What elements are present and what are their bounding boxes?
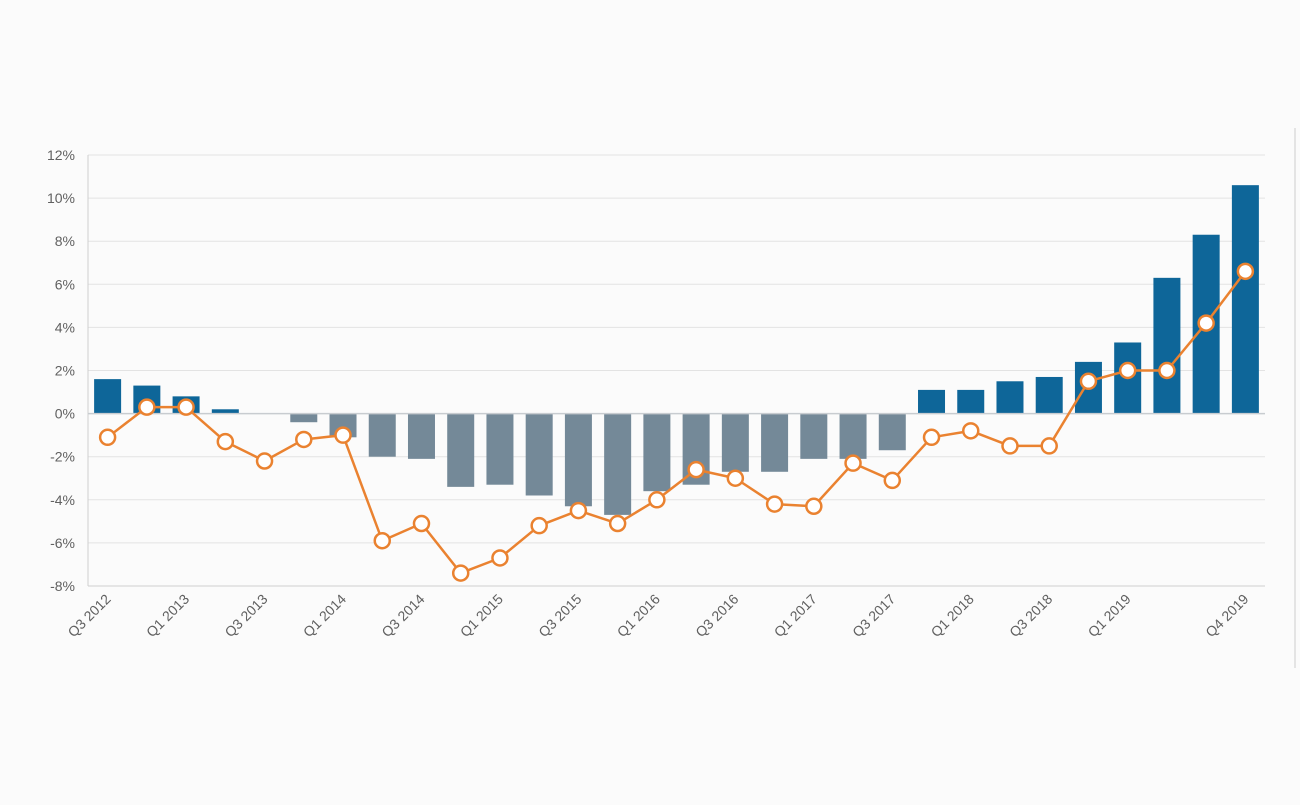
bar (1231, 185, 1259, 414)
y-tick-label: 4% (55, 319, 75, 335)
bar (486, 413, 514, 485)
y-tick-label: 8% (55, 233, 75, 249)
bar (839, 413, 867, 459)
y-tick-label: 2% (55, 363, 75, 379)
line-point (962, 422, 980, 440)
line-point (883, 471, 902, 490)
x-axis: Q3 2012 Q1 2013 Q3 2013 Q1 2014 Q3 2014 Q1 20… (64, 591, 1251, 640)
line-point (1236, 262, 1255, 281)
line-point (1118, 361, 1137, 380)
x-tick-label: Q1 2017 (771, 591, 820, 640)
line-point (491, 549, 509, 567)
bar (564, 413, 592, 507)
bar (447, 413, 475, 487)
line-point (648, 491, 666, 509)
line-point (1158, 361, 1176, 380)
line-point (451, 564, 470, 582)
bar (957, 389, 985, 414)
x-tick-label: Q1 2014 (300, 591, 349, 640)
x-tick-label: Q3 2014 (378, 591, 427, 640)
x-tick-label: Q1 2015 (457, 591, 506, 640)
bar (211, 409, 239, 414)
line-series (98, 262, 1255, 582)
line-point (295, 430, 313, 449)
bar (721, 413, 749, 472)
y-tick-label: 10% (47, 190, 75, 206)
bar (368, 413, 396, 457)
x-tick-label: Q3 2017 (849, 591, 898, 640)
bar (525, 413, 553, 496)
y-tick-label: 12% (47, 147, 75, 163)
x-tick-label: Q3 2012 (64, 591, 113, 640)
line-point (1040, 437, 1058, 455)
line-point (255, 452, 274, 470)
y-tick-label: -8% (50, 578, 75, 594)
bar (643, 413, 671, 492)
line-point (1197, 314, 1215, 332)
bar (996, 381, 1024, 414)
bar (800, 413, 828, 459)
line-point (569, 501, 588, 520)
x-tick-label: Q1 2013 (143, 591, 192, 640)
y-tick-label: -2% (50, 449, 75, 465)
y-tick-label: 6% (55, 276, 75, 292)
bar (761, 413, 789, 472)
y-axis: 12% 10% 8% 6% 4% 2% 0% -2% -4% -6% -8% (47, 147, 1265, 594)
line-point (530, 516, 548, 535)
x-tick-label: Q3 2013 (221, 591, 270, 640)
y-tick-label: 0% (55, 406, 75, 422)
line-point (98, 428, 117, 447)
x-tick-label: Q3 2018 (1006, 591, 1055, 640)
line-point (373, 531, 391, 550)
bar (290, 413, 318, 423)
line-point (412, 514, 431, 533)
bar (878, 413, 906, 451)
x-tick-label: Q1 2019 (1085, 591, 1134, 640)
line-point (805, 497, 823, 516)
bar (604, 413, 632, 515)
bar (1035, 376, 1063, 414)
x-tick-label: Q1 2018 (928, 591, 977, 640)
line-point (177, 398, 195, 416)
x-tick-label: Q4 2019 (1202, 591, 1251, 640)
bar (407, 413, 435, 459)
line-point (765, 495, 784, 513)
line-point (608, 514, 627, 533)
line-point (844, 454, 862, 472)
line-point (922, 428, 941, 447)
x-tick-label: Q3 2016 (692, 591, 741, 640)
line-point (687, 460, 705, 479)
bar (94, 379, 122, 414)
line-point (1079, 372, 1098, 391)
x-tick-label: Q1 2016 (614, 591, 663, 640)
y-tick-label: -6% (50, 535, 75, 551)
line-point (1001, 437, 1019, 455)
line-point (216, 432, 235, 451)
line-path (106, 270, 1247, 575)
panel-edge (1294, 128, 1296, 668)
bar (1153, 277, 1181, 414)
line-point (726, 469, 745, 487)
y-tick-label: -4% (50, 492, 75, 508)
bar (918, 389, 946, 414)
x-tick-label: Q3 2015 (535, 591, 584, 640)
line-point (138, 398, 156, 416)
line-point (334, 426, 352, 444)
